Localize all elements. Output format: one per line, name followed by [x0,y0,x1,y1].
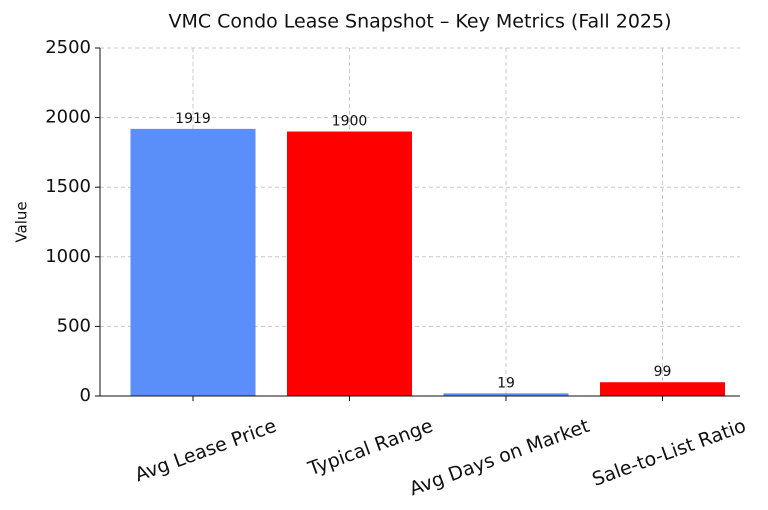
x-tick-label: Avg Days on Market [407,415,593,501]
bar [443,393,569,396]
bar [287,131,412,396]
y-tick-label: 1000 [45,246,91,267]
bar [130,128,256,397]
bar [600,382,725,396]
data-label: 99 [654,364,672,380]
y-axis-label: Value [13,201,31,242]
data-label: 19 [497,375,515,391]
y-tick-label: 500 [57,315,91,336]
y-tick-label: 2500 [45,37,91,58]
chart-title: VMC Condo Lease Snapshot – Key Metrics (… [168,11,671,33]
data-label: 1919 [175,111,211,127]
x-tick-label: Typical Range [304,415,435,481]
y-tick-label: 1500 [45,176,91,197]
y-tick-label: 2000 [45,107,91,128]
y-tick-label: 0 [80,385,91,406]
x-tick-label: Sale-to-List Ratio [589,415,749,491]
data-label: 1900 [332,114,368,130]
x-tick-label: Avg Lease Price [132,415,279,487]
